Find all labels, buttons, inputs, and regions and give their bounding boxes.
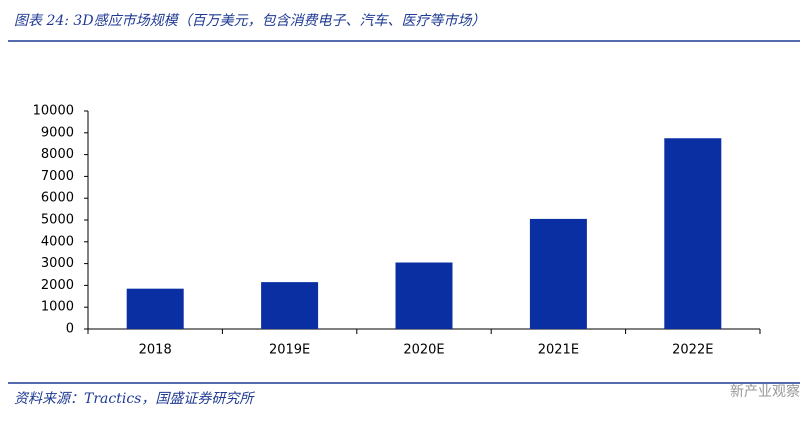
bar <box>529 218 587 329</box>
y-tick-label: 1000 <box>41 300 74 315</box>
source-note: 资料来源：Tractics，国盛证券研究所 <box>14 391 255 407</box>
x-tick-label: 2021E <box>538 343 579 358</box>
y-tick-label: 7000 <box>41 169 74 184</box>
y-tick-label: 10000 <box>33 104 74 119</box>
y-tick-label: 4000 <box>41 234 74 249</box>
chart-title: 图表 24: 3D感应市场规模（百万美元，包含消费电子、汽车、医疗等市场） <box>14 13 486 29</box>
x-tick-label: 2020E <box>403 343 444 358</box>
watermark: 新产业观察 <box>730 383 800 400</box>
bar <box>395 262 453 329</box>
y-tick-label: 8000 <box>41 147 74 162</box>
y-tick-label: 5000 <box>41 213 74 228</box>
x-tick-label: 2019E <box>269 343 310 358</box>
y-tick-label: 0 <box>66 322 74 337</box>
bar <box>126 288 184 329</box>
x-tick-label: 2018 <box>139 343 172 358</box>
x-tick-label: 2022E <box>672 343 713 358</box>
y-tick-label: 9000 <box>41 125 74 140</box>
bar <box>664 138 722 329</box>
y-tick-label: 6000 <box>41 191 74 206</box>
bar <box>261 282 319 329</box>
y-tick-label: 2000 <box>41 278 74 293</box>
y-tick-label: 3000 <box>41 256 74 271</box>
